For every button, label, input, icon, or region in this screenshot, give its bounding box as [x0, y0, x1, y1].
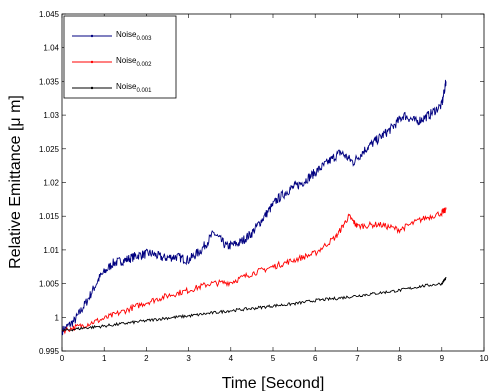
x-tick-label: 8 [397, 354, 402, 363]
y-axis-label: Relative Emittance [μ m] [7, 95, 24, 269]
x-tick-label: 5 [271, 354, 276, 363]
y-tick-label: 1.02 [43, 179, 59, 188]
series-line-0.003 [61, 79, 447, 336]
x-tick-label: 0 [60, 354, 65, 363]
x-tick-label: 6 [313, 354, 318, 363]
x-tick-label: 7 [355, 354, 360, 363]
legend-label: Noise0.003 [116, 30, 152, 42]
y-axis-ticks: 0.995 1 1.005 1.01 1.015 1.02 1.025 1.03 1.035 1.… [39, 10, 484, 356]
y-tick-label: 1.035 [39, 77, 60, 86]
series-line-0.002 [61, 207, 447, 335]
y-tick-label: 1.025 [39, 145, 60, 154]
y-tick-label: 1 [55, 313, 60, 322]
legend-marker [90, 60, 94, 64]
y-tick-label: 1.03 [43, 111, 59, 120]
x-tick-label: 10 [480, 354, 489, 363]
x-axis-ticks: 0 1 2 3 4 5 6 7 8 9 10 [60, 14, 489, 363]
legend-label: Noise0.002 [116, 56, 152, 68]
y-tick-label: 1.04 [43, 44, 59, 53]
x-tick-label: 3 [186, 354, 191, 363]
x-tick-label: 1 [102, 354, 107, 363]
y-tick-label: 0.995 [39, 347, 60, 356]
y-tick-label: 1.01 [43, 246, 59, 255]
x-tick-label: 2 [144, 354, 149, 363]
x-tick-label: 9 [440, 354, 445, 363]
legend-box [63, 15, 177, 99]
legend: Noise0.003 Noise0.002 Noise0.001 [63, 15, 177, 99]
legend-marker [90, 86, 94, 90]
y-tick-label: 1.045 [39, 10, 60, 19]
legend-marker [90, 34, 94, 38]
x-axis-label: Time [Second] [222, 375, 325, 391]
series-layer [61, 79, 447, 336]
y-tick-label: 1.015 [39, 212, 60, 221]
legend-label: Noise0.001 [116, 82, 152, 94]
x-tick-label: 4 [229, 354, 234, 363]
series-line-0.001 [61, 276, 447, 332]
y-tick-label: 1.005 [39, 280, 60, 289]
